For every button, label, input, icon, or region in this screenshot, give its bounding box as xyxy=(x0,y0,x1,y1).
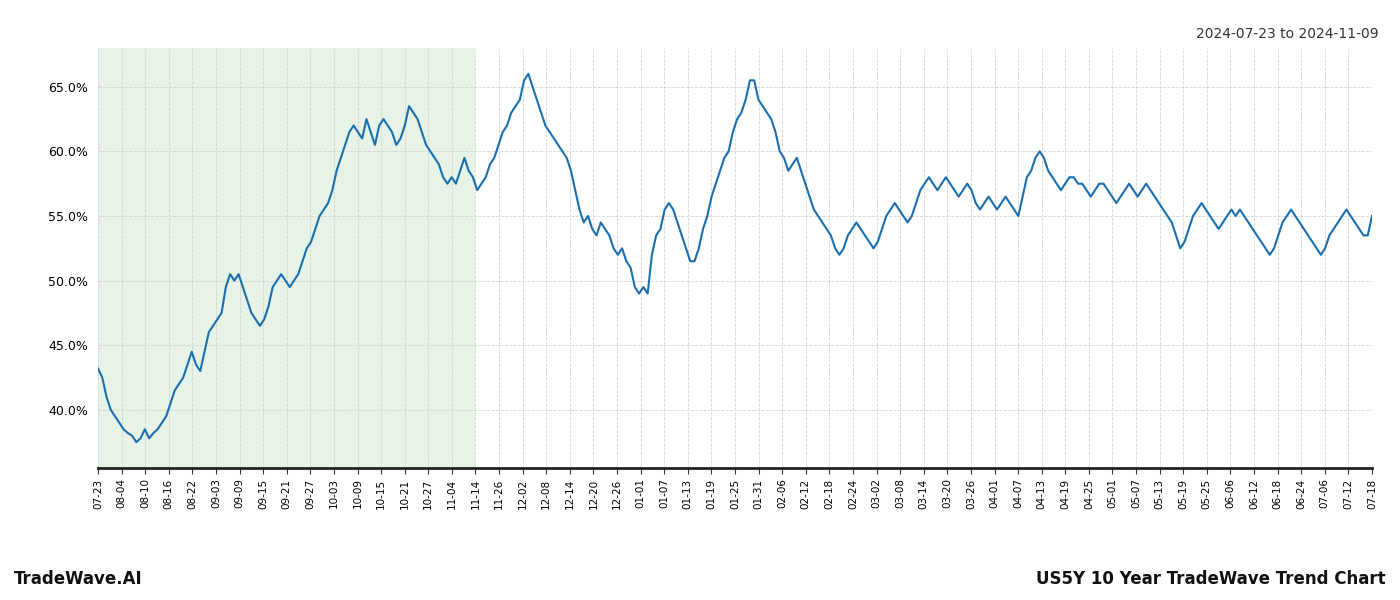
Text: 2024-07-23 to 2024-11-09: 2024-07-23 to 2024-11-09 xyxy=(1197,27,1379,41)
Text: TradeWave.AI: TradeWave.AI xyxy=(14,570,143,588)
Bar xyxy=(98,48,476,468)
Text: US5Y 10 Year TradeWave Trend Chart: US5Y 10 Year TradeWave Trend Chart xyxy=(1036,570,1386,588)
